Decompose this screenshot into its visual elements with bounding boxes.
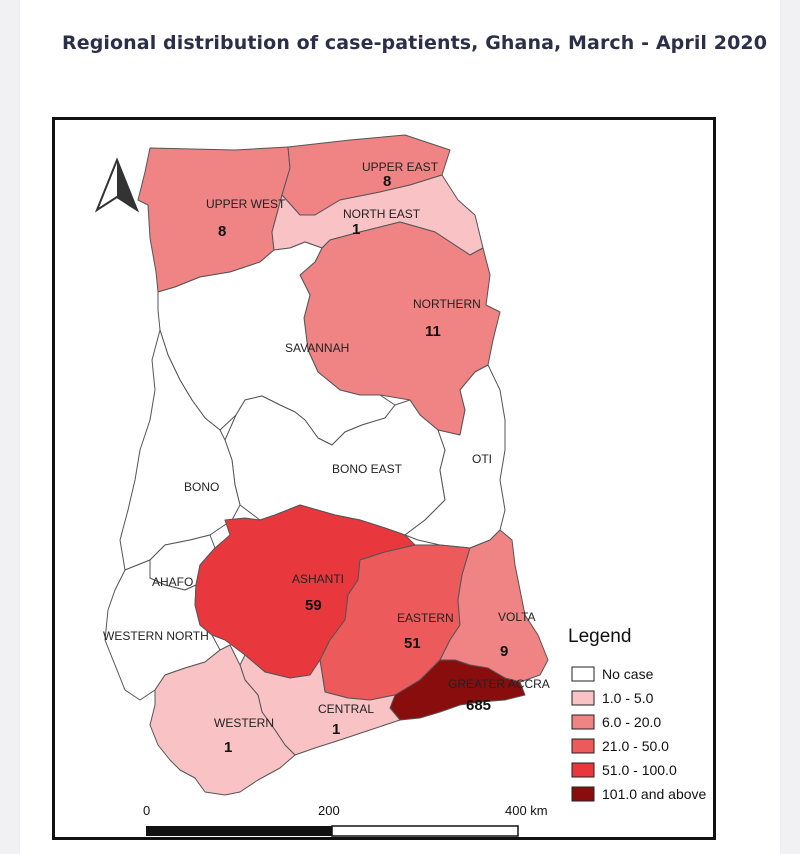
scale-label-end: 400 km: [505, 803, 548, 818]
count-upper-east: 8: [383, 173, 391, 190]
label-upper-west: UPPER WEST: [206, 197, 286, 211]
label-bono-east: BONO EAST: [332, 462, 403, 476]
label-upper-east: UPPER EAST: [362, 160, 439, 174]
count-north-east: 1: [352, 221, 360, 238]
north-arrow-icon: [94, 157, 140, 213]
region-oti[interactable]: [404, 364, 506, 549]
scale-segment-light: [331, 825, 519, 837]
count-upper-west: 8: [218, 223, 226, 240]
label-oti: OTI: [472, 452, 492, 466]
label-ashanti: ASHANTI: [292, 572, 344, 586]
legend-label-21-50: 21.0 - 50.0: [602, 738, 669, 754]
legend-swatch-51-100: [571, 762, 595, 778]
label-central: CENTRAL: [318, 702, 374, 716]
region-western[interactable]: [149, 644, 296, 796]
legend-swatch-1-5: [571, 690, 595, 706]
scale-label-start: 0: [143, 803, 150, 818]
legend-swatch-21-50: [571, 738, 595, 754]
scale-bar: 0 200 400 km: [143, 803, 548, 837]
legend-label-51-100: 51.0 - 100.0: [602, 762, 677, 778]
count-ashanti: 59: [305, 597, 322, 614]
count-volta: 9: [500, 643, 508, 660]
count-central: 1: [332, 721, 340, 738]
legend-swatch-no-case: [571, 666, 595, 682]
label-western: WESTERN: [214, 716, 274, 730]
scale-segment-dark: [146, 826, 332, 836]
label-ahafo: AHAFO: [152, 575, 193, 589]
legend-label-101-plus: 101.0 and above: [602, 786, 707, 802]
legend-swatch-6-20: [571, 714, 595, 730]
legend-label-no-case: No case: [602, 666, 654, 682]
legend-swatch-101-plus: [571, 786, 595, 802]
legend-label-6-20: 6.0 - 20.0: [602, 714, 661, 730]
label-western-north: WESTERN NORTH: [103, 629, 209, 643]
count-eastern: 51: [404, 635, 421, 652]
label-eastern: EASTERN: [397, 611, 454, 625]
label-bono: BONO: [184, 480, 219, 494]
count-greater-accra: 685: [466, 697, 491, 714]
count-western: 1: [224, 739, 232, 756]
legend-title: Legend: [568, 626, 631, 647]
label-greater-accra: GREATER ACCRA: [448, 677, 550, 691]
label-north-east: NORTH EAST: [343, 207, 421, 221]
legend: Legend No case 1.0 - 5.0 6.0 - 20.0 21.0…: [568, 626, 707, 802]
count-northern: 11: [425, 323, 441, 340]
legend-label-1-5: 1.0 - 5.0: [602, 690, 654, 706]
scale-label-mid: 200: [318, 803, 340, 818]
label-volta: VOLTA: [498, 610, 536, 624]
label-savannah: SAVANNAH: [285, 341, 349, 355]
page-title: Regional distribution of case-patients, …: [62, 32, 768, 54]
label-northern: NORTHERN: [413, 297, 481, 311]
